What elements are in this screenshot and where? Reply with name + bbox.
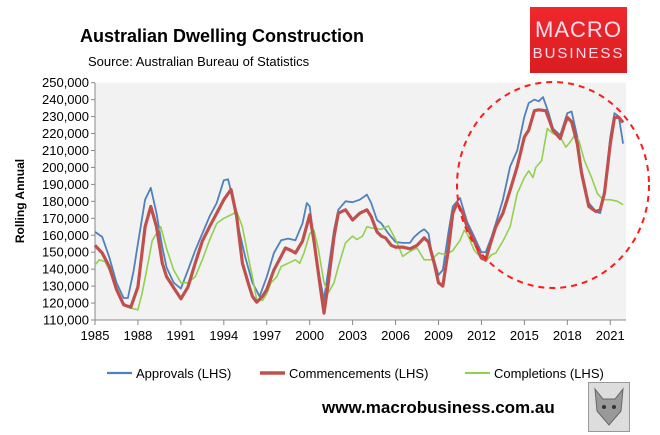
x-tick-label: 2000 bbox=[295, 328, 324, 343]
y-tick-label: 210,000 bbox=[42, 143, 89, 158]
legend-label: Completions (LHS) bbox=[494, 366, 604, 381]
highlight-circle bbox=[456, 81, 650, 289]
x-tick-label: 1985 bbox=[81, 328, 110, 343]
x-tick-label: 2009 bbox=[424, 328, 453, 343]
series-line-commencements-lhs bbox=[93, 108, 625, 315]
y-tick-label: 230,000 bbox=[42, 109, 89, 124]
legend-label: Approvals (LHS) bbox=[136, 366, 231, 381]
x-tick-label: 1991 bbox=[166, 328, 195, 343]
website-url: www.macrobusiness.com.au bbox=[322, 398, 555, 417]
y-axis-label: Rolling Annual bbox=[13, 159, 27, 243]
series-line-approvals-lhs bbox=[94, 96, 624, 301]
y-tick-label: 120,000 bbox=[42, 296, 89, 311]
fox-head-icon bbox=[588, 382, 630, 432]
series-line-completions-lhs bbox=[94, 127, 624, 311]
y-tick-label: 140,000 bbox=[42, 262, 89, 277]
logo-line2: BUSINESS bbox=[532, 45, 625, 62]
y-tick-label: 240,000 bbox=[42, 92, 89, 107]
y-tick-label: 250,000 bbox=[42, 75, 89, 90]
x-tick-label: 2012 bbox=[467, 328, 496, 343]
macrobusiness-logo: MACRO BUSINESS bbox=[530, 7, 627, 73]
y-tick-label: 220,000 bbox=[42, 126, 89, 141]
y-tick-label: 110,000 bbox=[43, 313, 89, 328]
chart-title: Australian Dwelling Construction bbox=[80, 26, 365, 46]
x-tick-label: 2021 bbox=[596, 328, 625, 343]
x-tick-label: 2003 bbox=[338, 328, 367, 343]
x-tick-label: 1994 bbox=[209, 328, 238, 343]
y-tick-label: 190,000 bbox=[42, 177, 89, 192]
y-tick-label: 130,000 bbox=[42, 279, 89, 294]
chart-source: Source: Australian Bureau of Statistics bbox=[88, 54, 310, 69]
y-tick-label: 180,000 bbox=[42, 194, 89, 209]
x-tick-label: 1988 bbox=[123, 328, 152, 343]
x-tick-label: 1997 bbox=[252, 328, 281, 343]
y-tick-label: 150,000 bbox=[42, 245, 89, 260]
x-tick-label: 2018 bbox=[553, 328, 582, 343]
x-tick-label: 2006 bbox=[381, 328, 410, 343]
logo-line1: MACRO bbox=[535, 17, 622, 42]
x-tick-label: 2015 bbox=[510, 328, 539, 343]
legend-label: Commencements (LHS) bbox=[289, 366, 428, 381]
y-tick-label: 200,000 bbox=[42, 160, 89, 175]
y-tick-label: 170,000 bbox=[42, 211, 89, 226]
y-tick-label: 160,000 bbox=[42, 228, 89, 243]
